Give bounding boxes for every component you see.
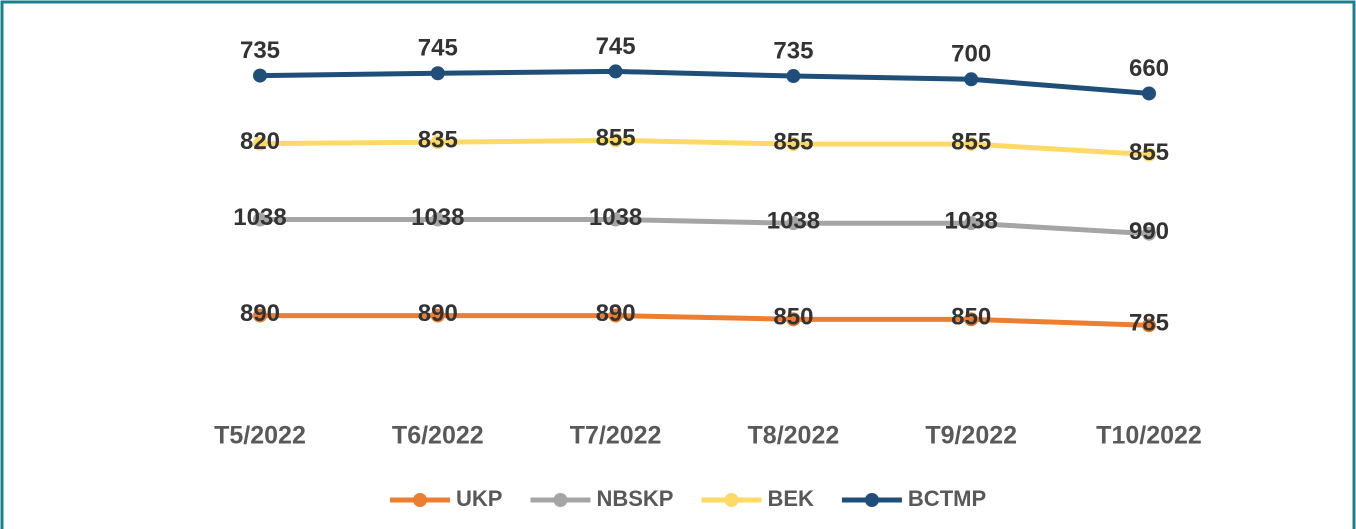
marker — [964, 216, 979, 231]
x-tick-label: T8/2022 — [748, 422, 840, 450]
marker — [1142, 226, 1156, 241]
series-line — [260, 313, 1150, 328]
legend-marker — [553, 493, 568, 507]
marker — [608, 64, 623, 79]
x-tick-label: T9/2022 — [925, 422, 1017, 450]
data-label: 990 — [1129, 218, 1169, 245]
data-label: 735 — [773, 37, 813, 64]
series-line — [259, 68, 1150, 96]
legend-marker — [864, 493, 879, 507]
data-label: 850 — [773, 304, 813, 331]
data-label: 855 — [773, 128, 813, 155]
marker — [253, 212, 267, 227]
marker — [1142, 86, 1156, 101]
marker — [964, 72, 979, 87]
marker — [608, 308, 623, 323]
x-tick-label: T10/2022 — [1096, 422, 1202, 450]
data-label: 1038 — [233, 204, 286, 231]
data-label: 1038 — [589, 204, 642, 231]
data-label: 1038 — [767, 208, 820, 235]
data-label: 890 — [240, 300, 280, 327]
marker — [608, 212, 623, 227]
marker — [964, 137, 979, 152]
data-label: 855 — [596, 125, 636, 152]
data-label: 735 — [240, 37, 280, 64]
data-label: 850 — [951, 304, 991, 331]
marker — [786, 69, 801, 84]
series-line — [260, 217, 1150, 237]
data-label: 1038 — [411, 204, 464, 231]
marker — [253, 68, 267, 83]
data-label: 835 — [418, 127, 458, 154]
marker — [786, 216, 801, 231]
marker — [253, 136, 267, 151]
data-label: 820 — [240, 128, 280, 155]
legend-label: NBSKP — [596, 486, 673, 511]
data-label: 745 — [596, 33, 636, 60]
marker — [1142, 318, 1156, 333]
x-tick-label: T7/2022 — [570, 422, 662, 450]
legend-marker — [413, 493, 427, 507]
marker — [430, 135, 445, 150]
marker — [253, 308, 267, 323]
marker — [608, 133, 623, 148]
data-label: 745 — [418, 35, 458, 62]
data-label: 660 — [1129, 55, 1169, 82]
data-label: 855 — [1129, 139, 1169, 166]
data-label: 700 — [951, 41, 991, 68]
x-tick-label: T6/2022 — [392, 422, 484, 450]
data-label: 1038 — [945, 208, 998, 235]
data-label: 785 — [1129, 310, 1169, 337]
x-tick-label: T5/2022 — [214, 422, 306, 450]
marker — [786, 137, 801, 152]
marker — [1142, 147, 1156, 162]
data-label: 890 — [596, 300, 636, 327]
legend-label: BCTMP — [908, 486, 986, 511]
legend-marker — [724, 493, 739, 507]
marker — [786, 312, 801, 327]
marker — [964, 312, 979, 327]
series-line — [259, 137, 1150, 158]
marker — [430, 66, 445, 81]
marker — [430, 212, 445, 227]
marker — [430, 308, 445, 323]
data-label: 890 — [418, 300, 458, 327]
legend-label: BEK — [767, 486, 814, 511]
legend-label: UKP — [456, 486, 502, 511]
data-label: 855 — [951, 128, 991, 155]
